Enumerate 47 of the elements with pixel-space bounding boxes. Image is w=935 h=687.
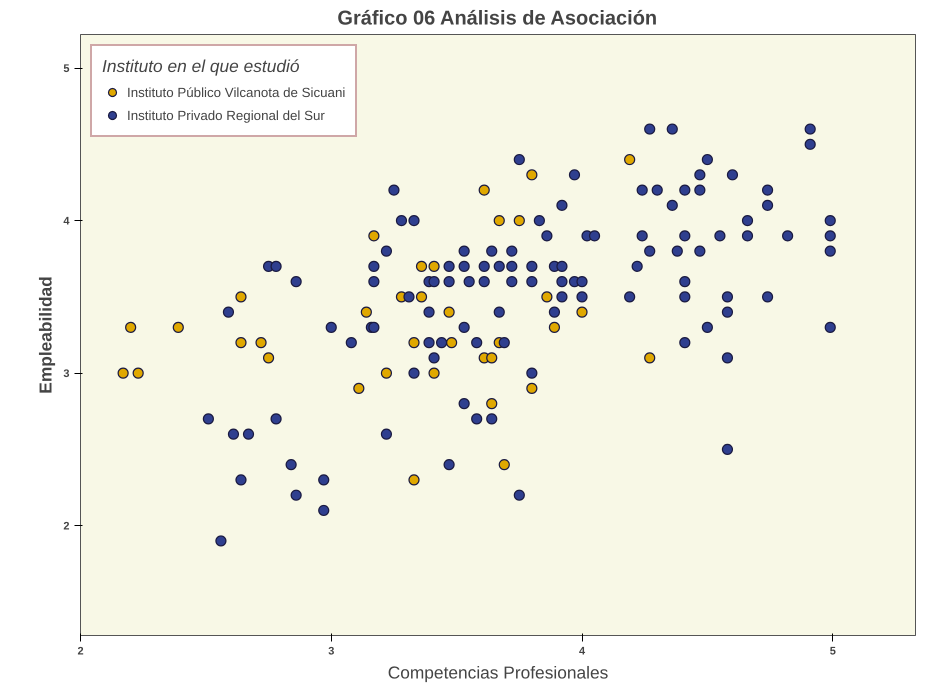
point (486, 352, 498, 364)
point (498, 459, 510, 470)
x-tick-label: 2 (77, 646, 84, 658)
point (644, 352, 656, 364)
point (255, 337, 267, 348)
point (235, 291, 247, 302)
point (446, 337, 458, 348)
point (548, 322, 560, 333)
x-tick-label: 4 (578, 646, 586, 658)
point (478, 184, 490, 196)
y-tick-label: 2 (63, 520, 70, 533)
point (486, 398, 498, 410)
point (235, 337, 247, 348)
point (118, 368, 129, 379)
point (408, 337, 420, 348)
y-axis-title: Empleabilidad (35, 276, 56, 394)
x-axis-title: Competencias Profesionales (388, 662, 609, 682)
point (408, 474, 420, 486)
point (360, 306, 372, 318)
x-tick-label: 5 (830, 646, 836, 658)
point (125, 322, 136, 333)
point (576, 306, 588, 318)
chart-title: Gráfico 06 Análisis de Asociación (337, 8, 658, 30)
point (428, 260, 440, 272)
point (380, 368, 392, 379)
point (514, 215, 525, 226)
point (416, 260, 428, 272)
point (494, 215, 505, 226)
legend-title: Instituto en el que estudió (102, 56, 300, 77)
point (132, 368, 144, 379)
point (526, 382, 538, 394)
point (526, 169, 538, 180)
point (262, 352, 274, 364)
y-tick-label: 4 (63, 216, 70, 228)
point (353, 382, 364, 394)
point (416, 291, 428, 302)
point (541, 291, 552, 302)
legend-label: Instituto Privado Regional del Sur (127, 108, 325, 122)
x-tick-label: 3 (328, 646, 334, 658)
point (428, 368, 440, 379)
point (172, 322, 184, 333)
point (624, 154, 636, 166)
point (368, 230, 380, 242)
legend-label: Instituto Público Vilcanota de Sicuani (127, 84, 346, 100)
y-tick-label: 3 (63, 368, 70, 380)
point (444, 306, 455, 318)
y-tick-label: 5 (63, 63, 70, 76)
